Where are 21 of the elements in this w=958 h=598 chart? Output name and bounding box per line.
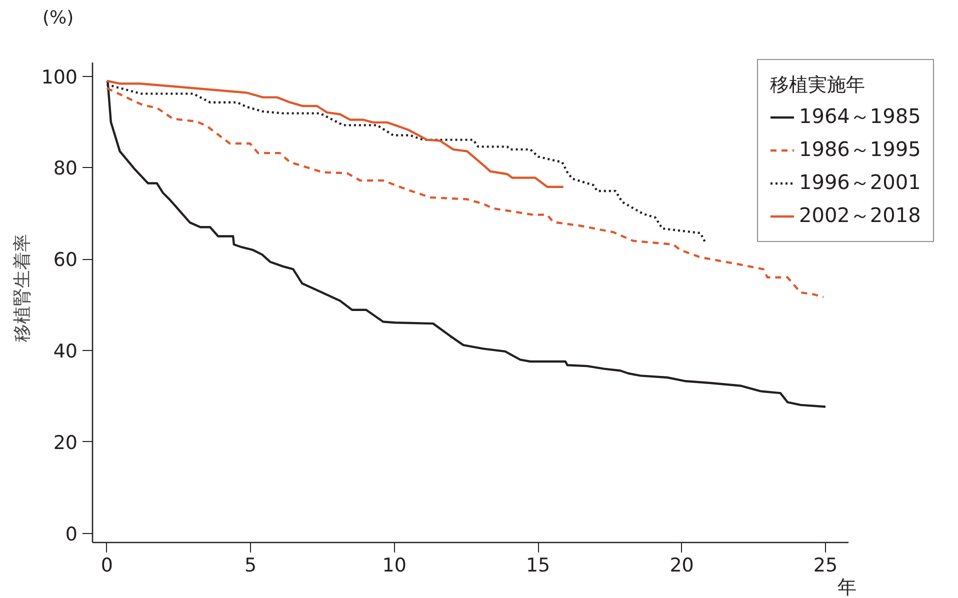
y-tick-label: 80 xyxy=(53,158,78,180)
y-tick-label: 0 xyxy=(65,523,78,546)
x-tick-label: 25 xyxy=(813,554,838,576)
x-tick-label: 10 xyxy=(382,554,406,576)
y-tick-label: 40 xyxy=(53,340,78,363)
x-tick-label: 20 xyxy=(670,554,694,576)
line-series xyxy=(106,80,564,188)
x-tick-label: 5 xyxy=(244,554,257,576)
y-tick-label: 60 xyxy=(53,249,78,272)
y-tick-label: 100 xyxy=(41,66,78,88)
legend-label: 2002～2018 xyxy=(799,202,921,229)
y-tick-label: 20 xyxy=(53,432,78,454)
text: (%) xyxy=(42,8,74,28)
y-axis-title: 移植腎生着率 xyxy=(12,234,34,342)
x-axis-title: 年 xyxy=(838,576,857,598)
legend-label: 1986～1995 xyxy=(799,136,921,163)
x-tick-label: 0 xyxy=(100,554,113,576)
legend-label: 1964～1985 xyxy=(799,103,921,130)
legend-label: 1996～2001 xyxy=(799,169,921,196)
x-tick-label: 15 xyxy=(526,554,550,576)
legend-title: 移植実施年 xyxy=(770,73,866,98)
